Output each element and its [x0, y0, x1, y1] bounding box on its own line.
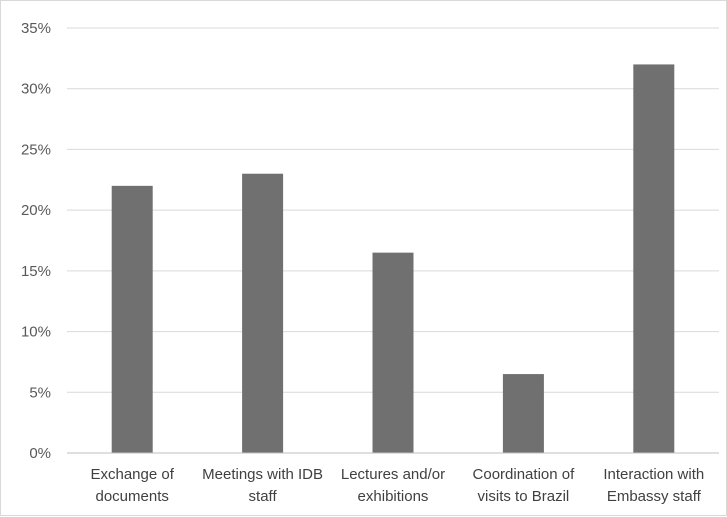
bars: [111, 64, 675, 453]
y-tick-label: 20%: [21, 202, 51, 219]
x-category-label-line: Exchange of: [90, 466, 174, 483]
y-tick-label: 35%: [21, 20, 51, 37]
x-category-label: Lectures and/or exhibitions: [341, 466, 445, 505]
y-tick-label: 25%: [21, 141, 51, 158]
bar: [502, 374, 544, 453]
x-category-label-line: documents: [96, 488, 169, 505]
x-category-label: Exchange of documents: [90, 466, 174, 505]
x-axis-category-labels: Exchange of documents Meetings with IDB sta…: [90, 466, 704, 505]
x-category-label-line: Interaction with: [603, 466, 704, 483]
y-tick-label: 15%: [21, 263, 51, 280]
bar: [633, 64, 675, 453]
bar: [242, 173, 284, 453]
bar: [372, 252, 414, 453]
x-category-label-line: Embassy staff: [607, 488, 702, 505]
x-category-label-line: visits to Brazil: [478, 488, 570, 505]
bar: [111, 185, 153, 453]
x-category-label-line: Lectures and/or: [341, 466, 445, 483]
y-tick-label: 5%: [29, 384, 51, 401]
y-tick-label: 0%: [29, 445, 51, 462]
x-category-label-line: exhibitions: [358, 488, 429, 505]
x-category-label-line: Meetings with IDB: [202, 466, 323, 483]
x-category-label: Interaction with Embassy staff: [603, 466, 704, 505]
x-category-label-line: Coordination of: [473, 466, 576, 483]
x-category-label-line: staff: [249, 488, 278, 505]
y-tick-label: 30%: [21, 81, 51, 98]
y-tick-label: 10%: [21, 324, 51, 341]
x-category-label: Meetings with IDB staff: [202, 466, 323, 505]
x-category-label: Coordination of visits to Brazil: [473, 466, 576, 505]
y-axis-tick-labels: 0% 5% 10% 15% 20% 25% 30% 35%: [21, 20, 51, 462]
